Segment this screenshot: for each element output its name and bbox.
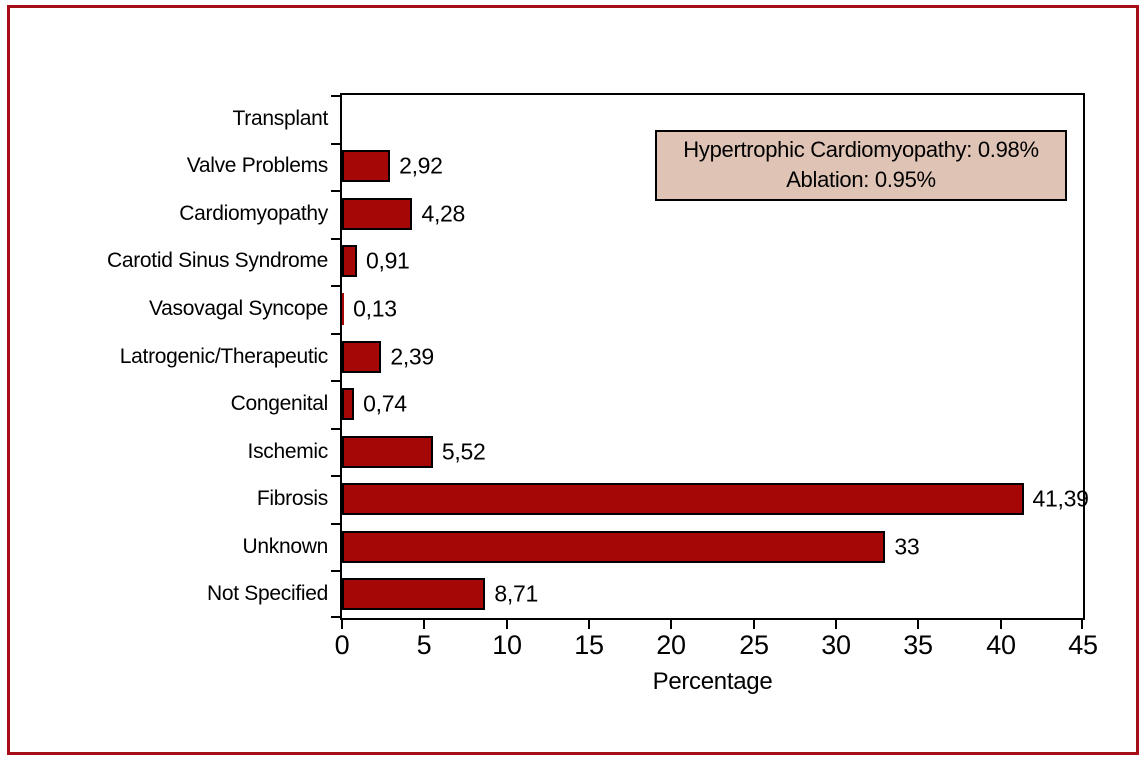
x-axis-tick: [1081, 620, 1083, 629]
bar-value-label: 33: [894, 533, 920, 560]
x-axis-tick: [753, 620, 755, 629]
bar-value-label: 0,91: [365, 247, 410, 274]
figure-border-frame: 2,92 4,28 0,91 0,13 2,39 0,74 5,52 41,39 33 8,71 …: [7, 5, 1139, 755]
y-axis-tick: [331, 616, 340, 618]
bar-value-label: 41,39: [1032, 485, 1089, 512]
x-axis-tick: [835, 620, 837, 629]
bar-value-label: 8,71: [494, 580, 538, 607]
y-axis-tick: [331, 523, 340, 525]
annotation-box: Hypertrophic Cardiomyopathy: 0.98% Ablat…: [655, 130, 1067, 201]
y-axis-tick: [331, 143, 340, 145]
x-axis-title: Percentage: [652, 668, 773, 695]
x-axis-tick-label: 20: [656, 630, 686, 660]
category-label: Fibrosis: [256, 487, 328, 511]
annotation-line-1: Hypertrophic Cardiomyopathy: 0.98%: [683, 137, 1039, 162]
category-label: Valve Problems: [186, 154, 329, 178]
category-label: Transplant: [232, 106, 329, 130]
x-axis-tick-label: 30: [821, 630, 851, 660]
category-label: Ischemic: [247, 439, 329, 463]
category-label: Carotid Sinus Syndrome: [106, 249, 328, 273]
x-axis-tick: [1000, 620, 1002, 629]
bar: [342, 530, 885, 563]
y-axis-tick: [331, 285, 340, 287]
x-axis-tick: [506, 620, 508, 629]
y-axis-tick: [331, 475, 340, 477]
bar: [342, 245, 357, 278]
y-axis-tick: [331, 333, 340, 335]
x-axis-tick-label: 45: [1068, 630, 1098, 660]
x-axis-tick: [588, 620, 590, 629]
bar: [342, 483, 1024, 516]
y-axis-tick: [331, 428, 340, 430]
bar-value-label: 2,39: [390, 343, 434, 369]
x-axis-tick-label: 0: [334, 630, 350, 660]
x-axis-tick-label: 40: [986, 630, 1016, 660]
bar-value-label: 5,52: [441, 438, 486, 465]
x-axis-tick: [341, 620, 343, 629]
x-axis-tick-labels: 0 5 10 15 20 25 30 35 40 45: [335, 630, 1098, 660]
bar-value-label: 0,13: [353, 295, 397, 322]
x-axis-tick: [423, 620, 425, 629]
x-axis-tick-label: 15: [574, 630, 604, 660]
y-axis-tick: [331, 380, 340, 382]
bar: [342, 578, 485, 611]
x-axis-tick-label: 35: [903, 630, 933, 660]
x-axis-tick: [917, 620, 919, 629]
x-axis-tick-label: 10: [492, 630, 522, 660]
category-label: Cardiomyopathy: [179, 201, 328, 225]
y-axis-tick: [331, 95, 340, 97]
x-axis-tick-label: 5: [416, 630, 432, 660]
bar: [342, 388, 354, 421]
x-axis-tick-label: 25: [739, 630, 769, 660]
x-axis-tick: [670, 620, 672, 629]
category-label: Vasovagal Syncope: [149, 296, 328, 320]
category-axis-labels: Transplant Valve Problems Cardiomyopathy Ca…: [30, 95, 328, 618]
annotation-line-2: Ablation: 0.95%: [786, 167, 936, 192]
category-label: Unknown: [242, 534, 329, 558]
y-axis-tick: [331, 238, 340, 240]
category-label: Not Specified: [206, 582, 328, 606]
bar: [342, 435, 433, 468]
bar: [342, 197, 412, 230]
y-axis-tick: [331, 570, 340, 572]
bar-value-label: 4,28: [421, 200, 466, 227]
category-label: Congenital: [230, 392, 329, 416]
category-label: Latrogenic/Therapeutic: [119, 344, 329, 368]
bar: [342, 292, 344, 325]
bar: [342, 340, 381, 373]
y-axis-tick: [331, 190, 340, 192]
bar-value-label: 2,92: [399, 152, 443, 179]
bar-value-label: 0,74: [363, 390, 407, 417]
bar: [342, 150, 390, 183]
